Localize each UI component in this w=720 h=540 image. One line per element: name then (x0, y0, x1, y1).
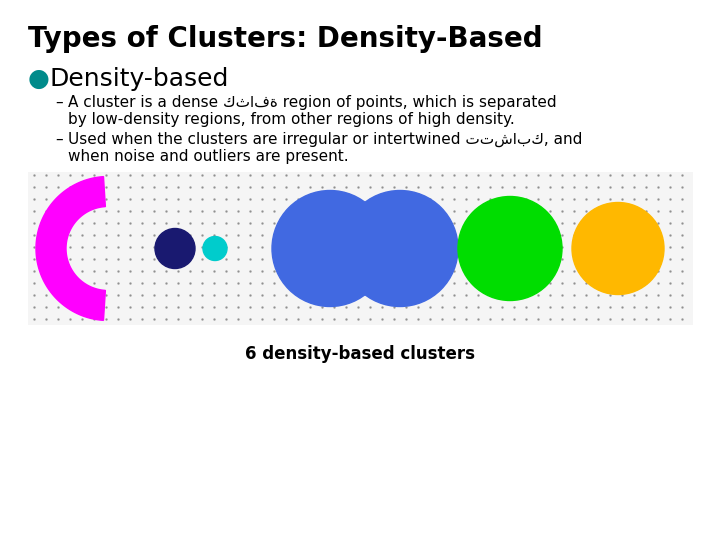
Text: Used when the clusters are irregular or intertwined تتشابك, and: Used when the clusters are irregular or … (68, 132, 582, 147)
Circle shape (272, 191, 388, 307)
Text: A cluster is a dense كثافة region of points, which is separated: A cluster is a dense كثافة region of poi… (68, 95, 557, 110)
FancyBboxPatch shape (28, 172, 693, 325)
Circle shape (342, 191, 458, 307)
Text: by low-density regions, from other regions of high density.: by low-density regions, from other regio… (68, 112, 515, 127)
Circle shape (155, 228, 195, 268)
Text: 6 density-based clusters: 6 density-based clusters (245, 345, 475, 363)
Text: –: – (55, 95, 63, 110)
Text: Density-based: Density-based (50, 67, 230, 91)
Circle shape (458, 197, 562, 300)
Polygon shape (36, 177, 105, 320)
Circle shape (572, 202, 664, 294)
Text: –: – (55, 132, 63, 147)
Text: when noise and outliers are present.: when noise and outliers are present. (68, 149, 348, 164)
Text: ●: ● (28, 67, 50, 91)
Circle shape (203, 237, 227, 260)
Text: Types of Clusters: Density-Based: Types of Clusters: Density-Based (28, 25, 543, 53)
